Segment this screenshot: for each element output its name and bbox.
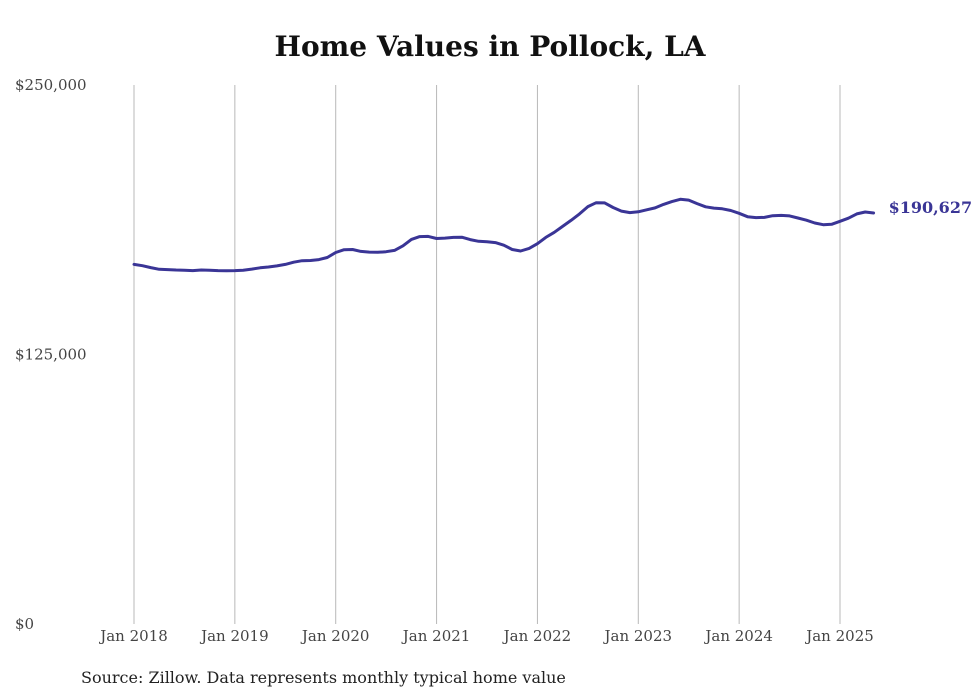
gridlines [133, 85, 841, 624]
y-tick-label: $0 [15, 615, 34, 633]
y-axis: $250,000 $125,000 $0 [15, 76, 87, 633]
x-tick-label: Jan 2021 [401, 627, 471, 645]
x-tick-label: Jan 2024 [703, 627, 773, 645]
source-note: Source: Zillow. Data represents monthly … [81, 668, 566, 687]
series-group: $190,627 [132, 197, 973, 273]
x-tick-label: Jan 2025 [804, 627, 874, 645]
y-tick-label: $125,000 [15, 346, 87, 364]
chart-title: Home Values in Pollock, LA [274, 30, 706, 63]
x-tick-label: Jan 2019 [199, 627, 269, 645]
x-tick-label: Jan 2018 [98, 627, 168, 645]
x-tick-label: Jan 2022 [502, 627, 572, 645]
series-line [132, 197, 876, 273]
x-tick-label: Jan 2023 [603, 627, 673, 645]
x-axis: Jan 2018 Jan 2019 Jan 2020 Jan 2021 Jan 2022… [98, 627, 874, 645]
x-tick-label: Jan 2020 [300, 627, 370, 645]
y-tick-label: $250,000 [15, 76, 87, 94]
end-value-label: $190,627 [889, 198, 973, 217]
